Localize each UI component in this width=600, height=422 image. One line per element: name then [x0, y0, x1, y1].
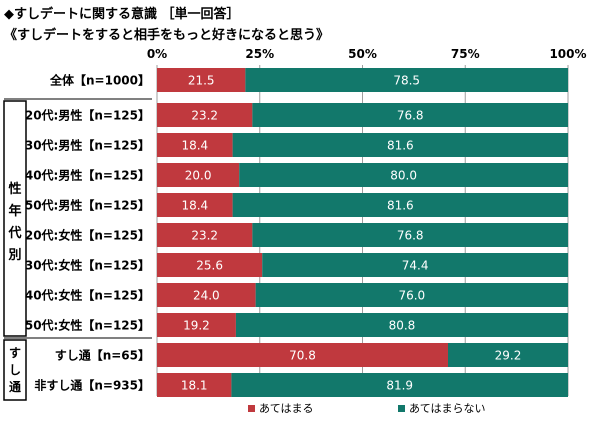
data-label: 24.0: [193, 289, 220, 303]
bar-segment-yes: [157, 133, 233, 157]
x-tick-label: 75%: [451, 47, 480, 61]
x-tick-label: 100%: [549, 47, 586, 61]
data-label: 81.9: [386, 379, 413, 393]
bar-segment-yes: [157, 223, 253, 247]
bar-segment-no: [262, 253, 568, 277]
data-label: 70.8: [289, 349, 316, 363]
data-label: 23.2: [191, 229, 218, 243]
bar-segment-no: [232, 193, 568, 217]
bar-segment-yes: [157, 283, 256, 307]
category-label: 30代:男性【n=125】: [25, 138, 150, 153]
bar-segment-yes: [157, 343, 448, 367]
bar-segment-no: [255, 283, 568, 307]
data-label: 19.2: [183, 319, 210, 333]
group-label-char: 通: [9, 379, 21, 394]
category-label: 全体【n=1000】: [49, 73, 150, 88]
category-label: 20代:女性【n=125】: [25, 228, 150, 243]
data-label: 76.8: [397, 109, 424, 123]
x-tick-label: 0%: [147, 47, 167, 61]
bar-segment-yes: [157, 373, 232, 397]
data-label: 18.1: [181, 379, 208, 393]
data-label: 23.2: [191, 109, 218, 123]
data-label: 78.5: [393, 74, 420, 88]
bar-segment-no: [235, 313, 569, 337]
category-label: 40代:女性【n=125】: [25, 288, 150, 303]
category-label: 30代:女性【n=125】: [25, 258, 150, 273]
group-label-char: 別: [7, 248, 21, 263]
group-label-char: 性: [8, 181, 21, 197]
data-label: 29.2: [495, 349, 522, 363]
bar-segment-no: [239, 163, 568, 187]
data-label: 20.0: [185, 169, 212, 183]
legend-label: あてはまる: [259, 402, 314, 415]
group-label-char: 代: [7, 225, 21, 241]
bar-segment-yes: [157, 313, 236, 337]
category-label: 20代:男性【n=125】: [25, 108, 150, 123]
bar-segment-yes: [157, 163, 240, 187]
chart-subtitle: 《すしデートをすると相手をもっと好きになると思う》: [4, 28, 330, 43]
data-label: 21.5: [188, 74, 215, 88]
bar-segment-no: [252, 223, 569, 247]
data-label: 76.8: [397, 229, 424, 243]
x-tick-label: 25%: [245, 47, 274, 61]
bar-segment-yes: [157, 253, 263, 277]
group-box-age-gender: [3, 100, 27, 337]
data-label: 76.0: [398, 289, 425, 303]
group-label-char: 年: [8, 203, 21, 219]
data-label: 18.4: [181, 139, 208, 153]
bar-segment-no: [447, 343, 568, 367]
group-box-sushi-dating: [3, 339, 27, 401]
data-label: 25.6: [196, 259, 223, 273]
group-label-char: す: [9, 346, 21, 360]
bar-segment-yes: [157, 68, 246, 92]
data-label: 81.6: [387, 199, 414, 213]
bar-segment-no: [232, 133, 568, 157]
category-label: 50代:男性【n=125】: [25, 198, 150, 213]
bar-segment-no: [252, 103, 569, 127]
data-label: 80.0: [390, 169, 417, 183]
data-label: 74.4: [402, 259, 429, 273]
bar-segment-yes: [157, 193, 233, 217]
data-label: 80.8: [389, 319, 416, 333]
bar-segment-yes: [157, 103, 253, 127]
chart-title: ◆すしデートに関する意識 ［単一回答］: [4, 7, 240, 22]
data-label: 18.4: [181, 199, 208, 213]
group-label-char: し: [9, 363, 21, 377]
category-label: 非すし通【n=935】: [34, 378, 150, 393]
category-label: 50代:女性【n=125】: [25, 318, 150, 333]
bar-segment-no: [231, 373, 569, 397]
x-tick-label: 50%: [348, 47, 377, 61]
category-label: すし通【n=65】: [55, 348, 150, 363]
category-label: 40代:男性【n=125】: [25, 168, 150, 183]
data-label: 81.6: [387, 139, 414, 153]
bar-segment-no: [245, 68, 569, 92]
legend-swatch-yes: [248, 405, 255, 412]
legend-swatch-no: [398, 405, 405, 412]
legend-label: あてはまらない: [409, 402, 486, 415]
